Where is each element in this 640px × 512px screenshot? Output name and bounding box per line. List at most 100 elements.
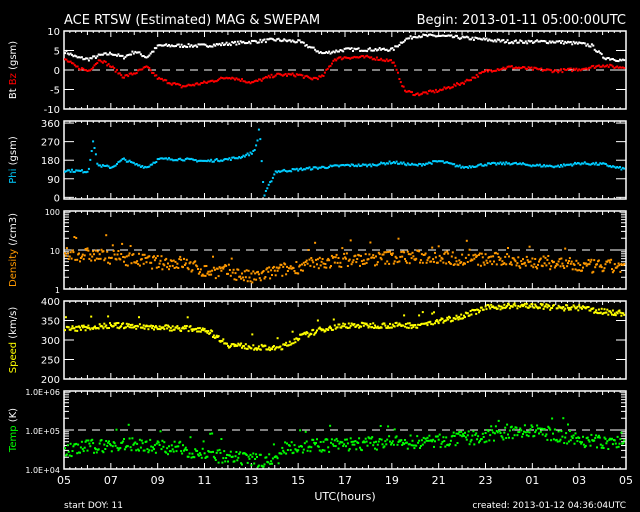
data-point [505, 263, 508, 266]
data-point [462, 433, 465, 436]
data-point [366, 54, 369, 57]
data-point [374, 48, 377, 50]
data-point [545, 303, 548, 306]
data-point [185, 449, 188, 451]
data-point [277, 72, 280, 75]
data-point [369, 241, 372, 244]
data-point [602, 56, 605, 59]
data-point [301, 445, 303, 448]
data-point [280, 170, 283, 173]
data-point [555, 69, 558, 72]
data-point [92, 66, 95, 69]
data-point [224, 158, 227, 160]
data-point [379, 256, 382, 259]
data-point [369, 441, 372, 444]
data-point [492, 305, 495, 308]
y-axis-label-part: (K) [8, 408, 19, 426]
data-point [208, 273, 211, 276]
data-point [576, 269, 579, 272]
data-point [72, 445, 75, 448]
data-point [113, 322, 116, 325]
data-point [326, 438, 329, 441]
data-point [390, 59, 392, 62]
data-point [597, 259, 600, 262]
data-point [461, 253, 464, 256]
data-point [499, 68, 502, 71]
data-point [87, 249, 90, 252]
data-point [587, 259, 590, 261]
data-point [143, 449, 146, 452]
data-point [396, 261, 399, 264]
data-point [291, 330, 294, 333]
data-point [231, 76, 234, 79]
data-point [289, 449, 292, 452]
data-point [502, 306, 505, 309]
data-point [408, 322, 411, 325]
data-point [301, 169, 304, 172]
data-point [238, 78, 241, 81]
data-point [371, 163, 374, 166]
x-axis-label: UTC(hours) [314, 490, 375, 503]
data-point [402, 161, 405, 164]
data-point [229, 77, 232, 80]
data-point [161, 439, 164, 442]
data-point [327, 257, 330, 260]
data-point [594, 266, 597, 269]
data-point [609, 261, 612, 264]
data-point [474, 76, 477, 79]
data-point [300, 41, 302, 44]
data-point [504, 426, 507, 429]
data-point [404, 260, 407, 263]
data-point [82, 450, 85, 453]
data-point [365, 261, 368, 264]
data-point [165, 257, 168, 260]
data-point [266, 267, 269, 270]
data-point [142, 55, 145, 57]
data-point [538, 260, 540, 263]
data-point [217, 461, 220, 464]
data-point [572, 262, 575, 265]
data-point [611, 58, 614, 60]
data-point [551, 417, 554, 420]
data-point [253, 462, 256, 465]
data-point [467, 430, 470, 433]
data-point [524, 163, 527, 166]
data-point [533, 263, 536, 266]
data-point [78, 169, 80, 172]
data-point [422, 436, 425, 439]
data-point [536, 163, 539, 166]
data-point [157, 441, 160, 444]
data-point [372, 254, 375, 257]
data-point [135, 327, 138, 330]
data-point [522, 305, 524, 308]
data-point [194, 448, 197, 451]
data-point [586, 263, 589, 266]
data-point [168, 82, 170, 85]
data-point [365, 322, 368, 325]
data-point [79, 446, 82, 449]
data-point [502, 438, 505, 441]
data-point [99, 59, 102, 62]
data-point [538, 427, 541, 430]
data-point [600, 266, 603, 269]
data-point [354, 440, 357, 443]
data-point [404, 163, 406, 166]
data-point [129, 446, 132, 449]
data-point [163, 44, 166, 47]
data-point [518, 265, 521, 268]
data-point [84, 248, 87, 250]
data-point [260, 41, 263, 44]
data-point [468, 165, 471, 168]
data-point [90, 259, 93, 262]
data-point [288, 169, 291, 172]
data-point [189, 158, 191, 161]
data-point [382, 162, 385, 165]
data-point [187, 157, 190, 160]
data-point [242, 40, 245, 43]
data-point [326, 67, 329, 70]
data-point [232, 343, 235, 346]
data-point [571, 268, 574, 271]
data-point [256, 41, 259, 44]
data-point [227, 272, 229, 275]
data-point [177, 267, 180, 269]
